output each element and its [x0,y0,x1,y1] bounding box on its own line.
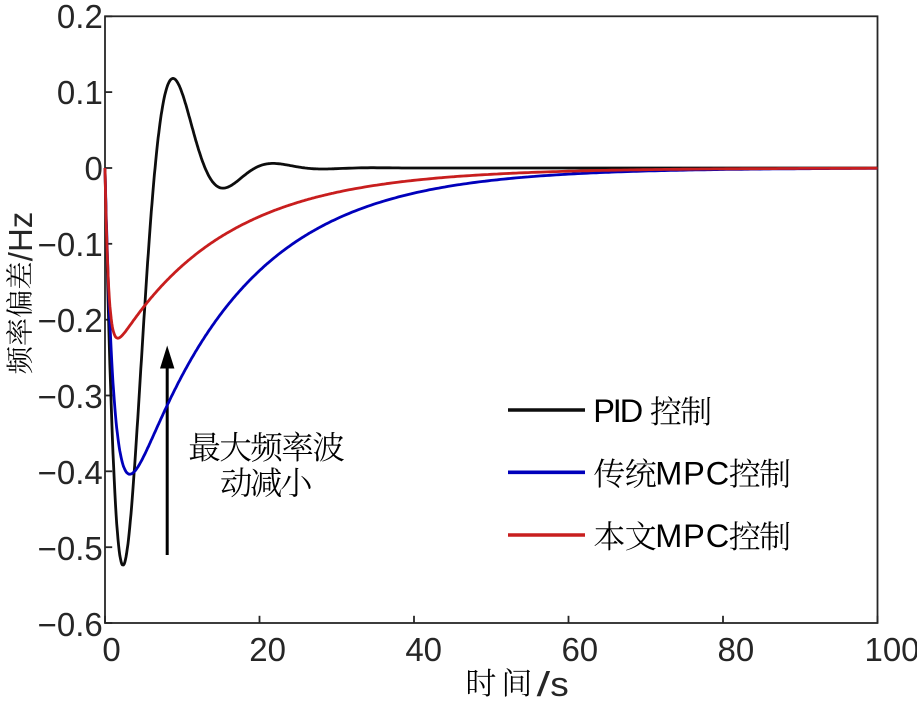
svg-text:60: 60 [561,631,598,668]
svg-text:100: 100 [864,631,917,668]
svg-text:80: 80 [718,631,755,668]
svg-text:0.2: 0.2 [57,0,103,35]
svg-text:−0.4: −0.4 [38,454,103,491]
svg-text:−0.2: −0.2 [38,302,103,339]
svg-text:0.1: 0.1 [57,74,103,111]
svg-text:MPC: MPC [655,455,729,491]
svg-text:0: 0 [102,631,120,668]
svg-text:/: / [537,666,551,704]
svg-text:PID: PID [593,393,643,429]
svg-text:/Hz: /Hz [2,212,39,262]
svg-text:−0.5: −0.5 [38,530,103,567]
svg-text:s: s [550,666,569,704]
svg-text:20: 20 [249,631,286,668]
svg-text:MPC: MPC [655,518,729,554]
svg-text:−0.1: −0.1 [38,226,103,263]
svg-text:40: 40 [405,631,442,668]
svg-text:0: 0 [84,150,102,187]
svg-text:−0.3: −0.3 [38,378,103,415]
svg-text:−0.6: −0.6 [38,606,103,643]
